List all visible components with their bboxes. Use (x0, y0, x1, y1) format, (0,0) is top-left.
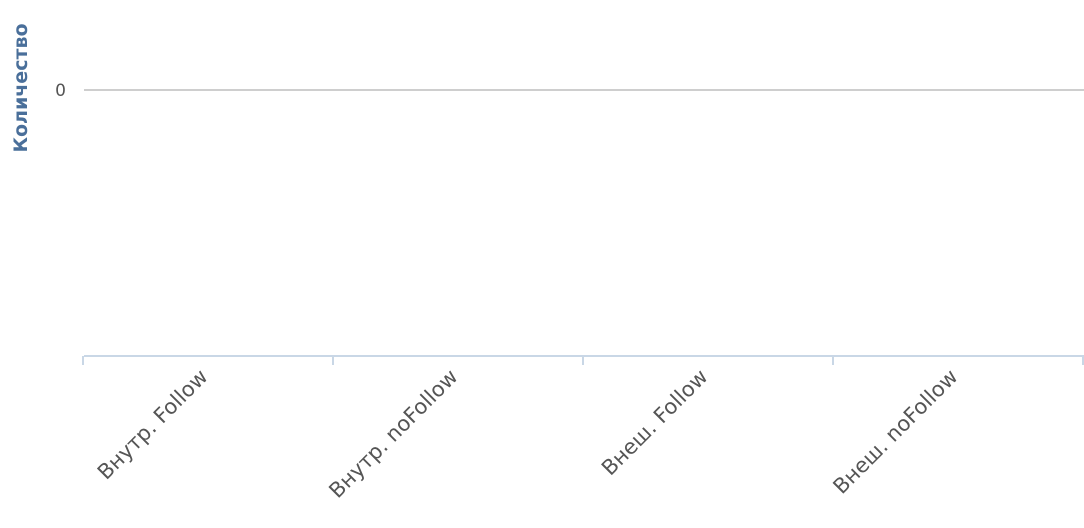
x-tick-label: Внеш. Follow (597, 365, 713, 481)
x-tick-label: Внеш. noFollow (828, 365, 962, 499)
x-tick-label: Внутр. noFollow (324, 365, 462, 503)
x-axis-labels: Внутр. Follow Внутр. noFollow Внеш. Follow… (93, 365, 963, 503)
y-axis-label: Количество (10, 23, 32, 152)
x-axis-ticks (82, 356, 1084, 365)
y-tick-label: 0 (55, 81, 66, 101)
x-tick-label: Внутр. Follow (93, 365, 213, 485)
y-axis-ticks: 0 (55, 81, 66, 101)
